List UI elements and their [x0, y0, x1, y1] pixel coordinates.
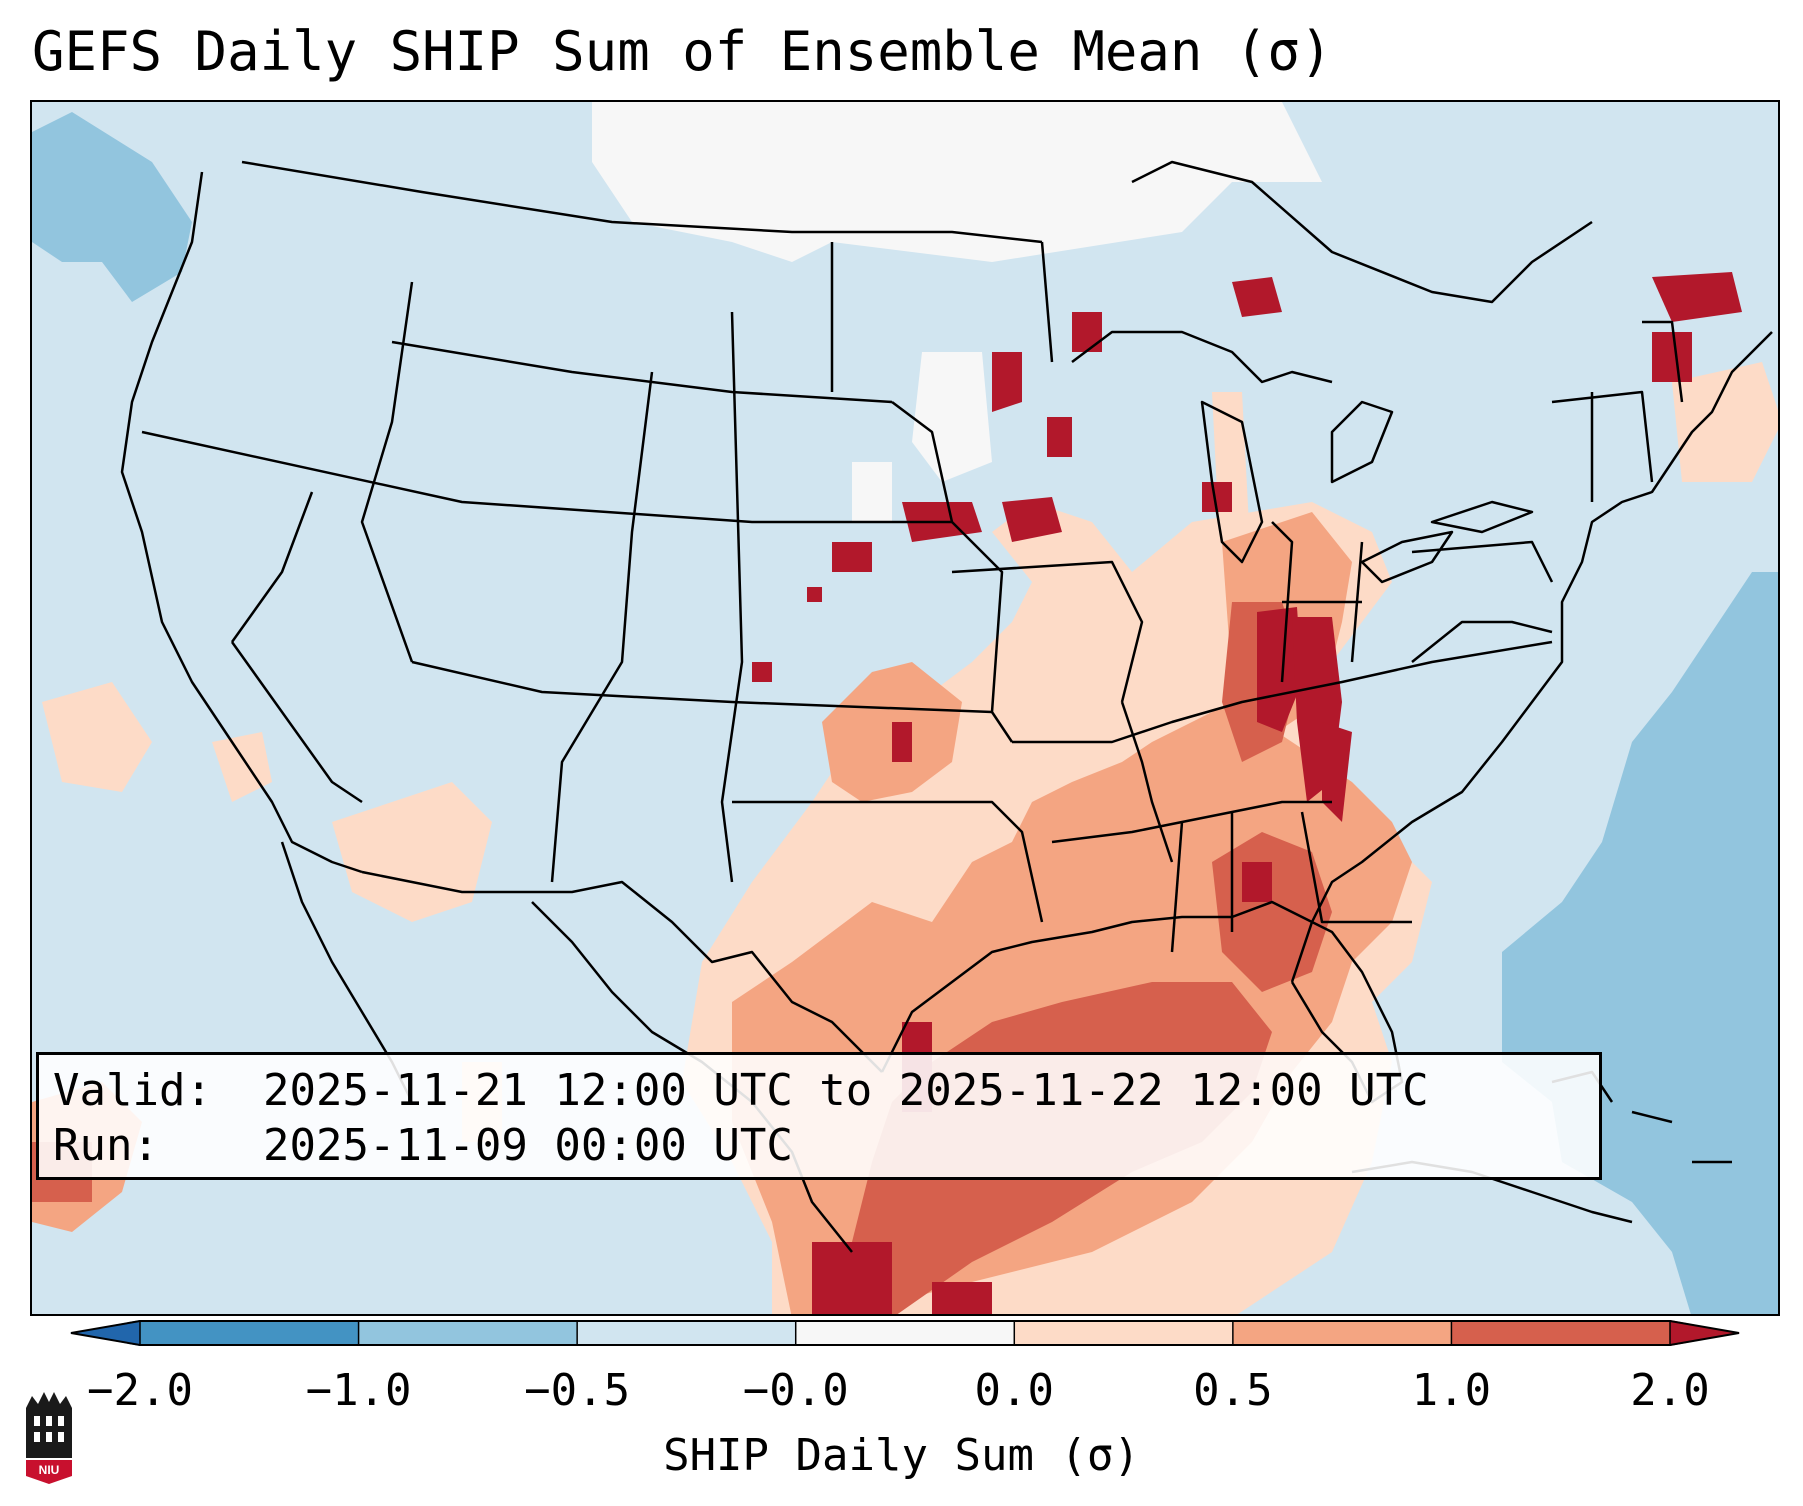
colorbar-tick-label: −0.5 — [524, 1365, 631, 1416]
colorbar-bin — [795, 1320, 1015, 1346]
neutral-field — [592, 102, 1322, 522]
validity-info-box: Valid: 2025-11-21 12:00 UTC to 2025-11-2… — [36, 1052, 1602, 1180]
run-row: Run: 2025-11-09 00:00 UTC — [53, 1118, 1585, 1173]
map-title: GEFS Daily SHIP Sum of Ensemble Mean (σ) — [32, 20, 1333, 83]
colorbar-extend-under — [70, 1320, 140, 1346]
colorbar-tick-label: 1.0 — [1411, 1365, 1492, 1416]
colorbar-bin — [358, 1320, 578, 1346]
boundary-lines — [120, 160, 1773, 1253]
valid-label: Valid: — [53, 1065, 212, 1116]
colorbar-tick-label: 2.0 — [1630, 1365, 1710, 1416]
run-label: Run: — [53, 1120, 159, 1171]
colorbar — [70, 1320, 1740, 1346]
colorbar-bin — [1232, 1320, 1452, 1346]
valid-row: Valid: 2025-11-21 12:00 UTC to 2025-11-2… — [53, 1063, 1585, 1118]
colorbar-tick-label: 0.0 — [974, 1365, 1055, 1416]
colorbar-bin — [577, 1320, 797, 1346]
niu-logo-icon: NIU — [26, 1392, 72, 1484]
colorbar-bin — [140, 1320, 360, 1346]
svg-text:NIU: NIU — [39, 1463, 60, 1477]
colorbar-label: SHIP Daily Sum (σ) — [663, 1430, 1140, 1481]
colorbar-bin — [1014, 1320, 1234, 1346]
colorbar-extend-over — [1670, 1320, 1740, 1346]
colorbar-tick-label: −0.0 — [742, 1365, 849, 1416]
colorbar-bin — [1451, 1320, 1671, 1346]
colorbar-tick-label: −2.0 — [87, 1365, 193, 1416]
run-value: 2025-11-09 00:00 UTC — [263, 1120, 793, 1171]
colorbar-tick-label: −1.0 — [305, 1365, 412, 1416]
valid-value: 2025-11-21 12:00 UTC to 2025-11-22 12:00… — [263, 1065, 1429, 1116]
colorbar-tick-label: 0.5 — [1193, 1365, 1273, 1416]
